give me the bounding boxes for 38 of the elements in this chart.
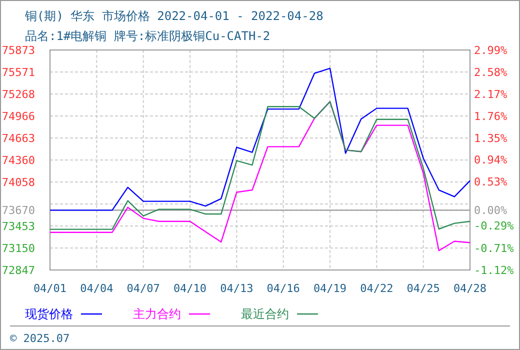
y-tick-label: 74966	[2, 110, 35, 123]
y-tick-label: 73670	[2, 204, 35, 218]
y2-tick-label: 2.17%	[474, 88, 508, 101]
y-tick-label: 73150	[2, 242, 35, 255]
y2-tick-label: -0.71%	[474, 242, 514, 256]
x-tick-label: 04/16	[266, 282, 300, 295]
x-tick-label: 04/19	[313, 282, 347, 295]
y2-tick-label: -0.29%	[474, 220, 514, 233]
text: © 2025.07	[10, 332, 70, 345]
y-tick-label: 75268	[2, 88, 35, 101]
chart-subtitle: 品名:1#电解铜 牌号:标准阴极铜Cu-CATH-2	[25, 29, 270, 43]
y-tick-label: 74663	[2, 132, 35, 145]
y-tick-label: 74360	[2, 154, 35, 167]
x-tick-label: 04/22	[360, 282, 394, 295]
x-tick-label: 04/04	[80, 282, 114, 295]
y2-tick-label: 1.76%	[474, 110, 508, 123]
y2-tick-label: 0.94%	[474, 154, 508, 167]
x-tick-label: 04/25	[406, 282, 440, 295]
x-tick-label: 04/13	[220, 282, 254, 295]
y2-tick-label: -1.12%	[474, 264, 514, 277]
y2-tick-label: 2.58%	[474, 66, 508, 79]
chart-title: 铜(期) 华东 市场价格 2022-04-01 - 2022-04-28	[24, 9, 324, 23]
y-tick-label: 75873	[2, 44, 35, 57]
y2-tick-label: 2.99%	[474, 44, 508, 57]
y2-tick-label: 0.53%	[474, 176, 508, 189]
y2-tick-label: 1.35%	[474, 132, 508, 145]
legend-label: 最近合约	[241, 307, 289, 321]
y-tick-label: 75571	[2, 66, 35, 79]
y-tick-label: 74058	[2, 176, 35, 189]
x-tick-label: 04/28	[453, 282, 487, 295]
legend-label: 主力合约	[133, 307, 181, 321]
y-tick-label: 72847	[2, 264, 35, 277]
legend-label: 现货价格	[25, 307, 73, 321]
x-tick-label: 04/07	[126, 282, 160, 295]
y-tick-label: 73453	[2, 220, 35, 233]
x-tick-label: 04/01	[33, 282, 67, 295]
y2-tick-label: 0.00%	[474, 204, 508, 218]
x-tick-label: 04/10	[173, 282, 207, 295]
